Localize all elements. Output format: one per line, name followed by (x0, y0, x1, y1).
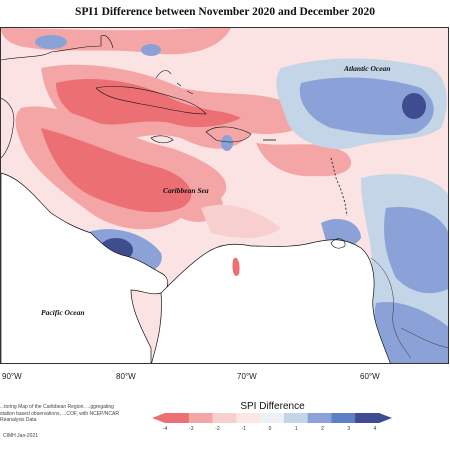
legend-colorbar (152, 413, 392, 423)
longitude-label-90w: 90°W (2, 372, 22, 381)
legend-tick-label: 0 (268, 426, 272, 432)
footer-note: ...toring Map of the Caribbean Region. .… (0, 404, 119, 423)
legend-swatch (260, 413, 285, 423)
lesser-antilles-outline (330, 157, 348, 217)
caribbean-sea-label: Caribbean Sea (163, 186, 209, 195)
wet-zone-hispaniola (221, 135, 233, 151)
legend-tick-label: -1 (241, 426, 246, 432)
legend-swatch (188, 413, 213, 423)
guiana-border-outline (370, 257, 412, 359)
legend-swatch (331, 413, 356, 423)
legend-tick-label: 2 (321, 426, 324, 432)
legend-swatch (236, 413, 261, 423)
longitude-label-60w: 60°W (360, 372, 380, 381)
jamaica-outline (150, 135, 174, 144)
longitude-label-70w: 70°W (237, 372, 257, 381)
legend-tick-label: 4 (373, 426, 377, 432)
gulf-coast-outline (1, 35, 114, 61)
wet-zone-florida (141, 44, 161, 56)
legend-tick-label: -4 (162, 426, 168, 432)
bahamas-outline (155, 70, 194, 95)
legend-tick-labels: -4 -3 -2 -1 0 1 2 3 4 (162, 426, 377, 434)
legend-swatch (283, 413, 308, 423)
wet-max-atlantic (402, 93, 426, 119)
dry-core-cuba (56, 78, 241, 128)
legend-tick-label: -3 (189, 426, 194, 432)
legend-swatch (355, 413, 380, 423)
wet-zone-guianas-core (384, 207, 448, 294)
legend-swatch (307, 413, 332, 423)
yucatan-outline (1, 97, 15, 159)
legend-arrow-low (152, 413, 165, 423)
dry-zone-lesser-antilles (256, 143, 352, 177)
legend-title: SPI Difference (240, 401, 305, 412)
map-panel: Atlantic Ocean Caribbean Sea Pacific Oce… (0, 27, 449, 364)
copyright-text: CIMH Jan-2021 (3, 433, 39, 439)
dry-core-caribbean-sea (41, 128, 192, 213)
legend-tick-label: 1 (294, 426, 298, 432)
legend-arrow-high (379, 413, 392, 423)
south-america-land (151, 239, 391, 363)
trinidad-outline (330, 238, 346, 249)
legend-tick-label: 3 (347, 426, 351, 432)
central-america-land (1, 172, 169, 363)
legend-tick-label: -2 (215, 426, 220, 432)
atlantic-ocean-label: Atlantic Ocean (344, 64, 391, 73)
pacific-ocean-label: Pacific Ocean (41, 308, 85, 317)
wet-zone-atlantic-core (299, 77, 434, 136)
legend-swatch (165, 413, 190, 423)
brazil-border-outline (400, 327, 448, 348)
wet-zone-gulf (35, 35, 67, 49)
hispaniola-outline (205, 126, 252, 143)
legend-swatch (212, 413, 237, 423)
lake-maracaibo-dry (232, 257, 240, 277)
map-title: SPI1 Difference between November 2020 an… (75, 6, 375, 18)
cuba-outline (95, 86, 207, 115)
dry-zone-venezuela-coast (201, 204, 281, 238)
longitude-label-80w: 80°W (116, 372, 136, 381)
spi-difference-map (1, 28, 448, 363)
